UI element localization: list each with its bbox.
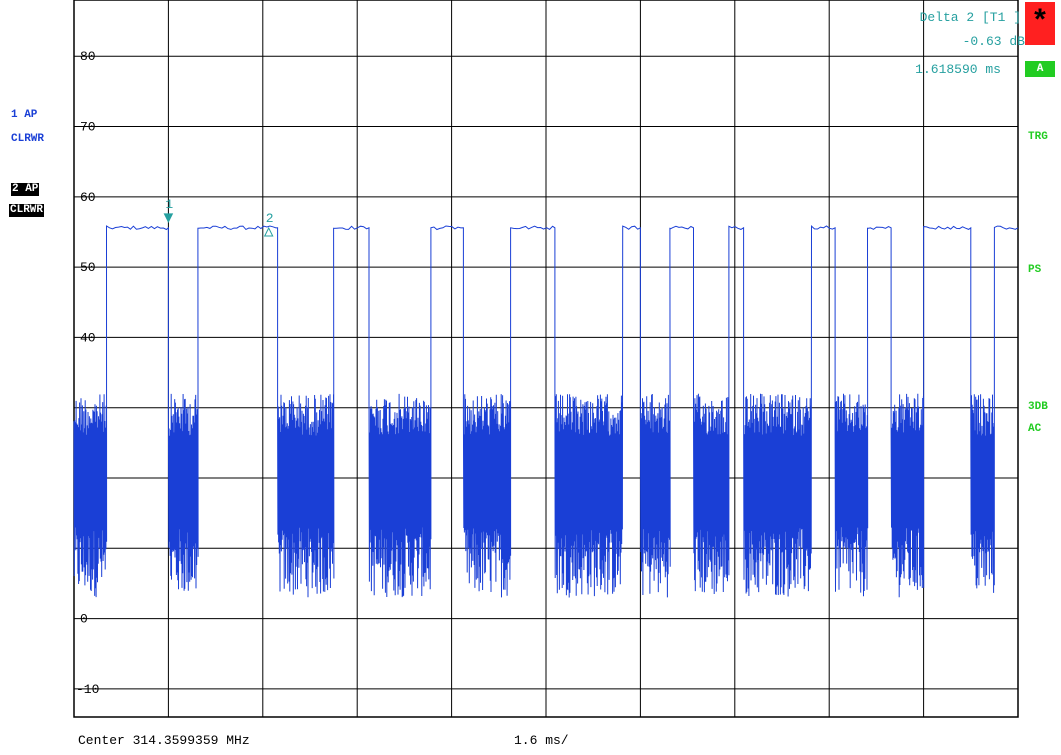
sweep-span: 1.6 ms/ — [514, 733, 569, 748]
status-a-badge: A — [1025, 61, 1055, 77]
y-tick-label: 70 — [80, 120, 96, 135]
status-trg: TRG — [1028, 131, 1048, 143]
marker-1-label: 1 — [165, 197, 173, 212]
overload-star-icon: * — [1025, 2, 1055, 45]
status-ac: AC — [1028, 423, 1042, 435]
marker-1-symbol — [163, 213, 174, 224]
y-tick-label: 60 — [80, 190, 96, 205]
y-tick-label: 80 — [80, 49, 96, 64]
y-tick-label: 40 — [80, 330, 96, 345]
trace1-detector: CLRWR — [11, 133, 45, 145]
trace1-mode: 1 AP — [11, 109, 38, 121]
markers: 12 — [163, 197, 274, 237]
marker-readout-title: Delta 2 [T1 ] — [919, 10, 1021, 25]
y-tick-labels: 80 70 60 50 40 0 -10 — [76, 49, 99, 697]
marker-2-label: 2 — [266, 211, 274, 226]
marker-readout-time: 1.618590 ms — [915, 62, 1001, 77]
y-tick-label: 0 — [80, 612, 88, 627]
trace-line — [73, 224, 1019, 598]
trace2-detector: CLRWR — [9, 204, 45, 217]
y-tick-label: 50 — [80, 260, 96, 275]
marker-2-symbol — [263, 226, 274, 237]
marker-readout-level: -0.63 dB — [962, 34, 1025, 49]
status-ps: PS — [1028, 264, 1042, 276]
trace-1 — [73, 224, 1019, 598]
status-3db: 3DB — [1028, 401, 1048, 413]
center-frequency: Center 314.3599359 MHz — [78, 733, 250, 748]
plot-grid — [73, 0, 1019, 718]
y-tick-label: -10 — [76, 682, 99, 697]
trace2-mode: 2 AP — [11, 183, 40, 196]
